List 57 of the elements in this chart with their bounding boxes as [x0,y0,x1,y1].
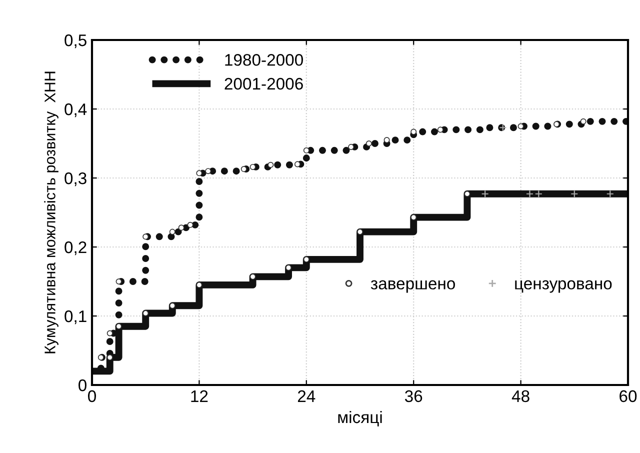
legend-label: завершено [370,280,455,293]
x-tick-label: 36 [404,390,422,402]
point [499,124,507,132]
point [268,162,274,168]
point [481,190,489,198]
point [437,126,444,133]
point [106,354,113,360]
x-tick-label: 0 [88,390,96,402]
x-tick-label: 12 [191,390,208,402]
y-axis-title: Кумулятивна можливість розвитку ХНН [44,72,58,354]
point [410,214,417,220]
legend-label: цензуровано [515,280,612,293]
x-tick-label: 24 [298,390,316,402]
point [106,330,113,336]
point [187,222,194,228]
point [348,144,354,150]
point [116,323,122,330]
point [464,190,470,197]
x-axis-title: місяці [338,410,382,426]
point [196,282,202,288]
point [580,118,586,124]
point [250,274,256,280]
point [384,137,390,144]
point [534,190,542,198]
point [116,278,122,285]
y-tick-label: 0,5 [64,34,86,48]
point [518,123,524,130]
y-tick-label: 0,4 [64,103,87,118]
legend-label: 1980-2000 [225,54,303,66]
point [169,228,176,235]
point [410,128,417,135]
y-tick-label: 0,1 [64,310,86,324]
point [142,310,149,316]
point [366,140,372,147]
point [606,190,614,198]
point [250,164,256,170]
point [98,354,104,360]
x-tick-label: 48 [512,390,530,402]
y-tick-label: 0,3 [64,172,86,186]
x-tick-label: 60 [620,390,637,402]
point [294,161,300,168]
y-tick-label: 0,2 [64,241,86,256]
point [303,256,310,262]
legend-label: 2001-2006 [224,78,303,90]
point [286,264,292,271]
point [554,121,560,128]
point [196,170,202,176]
point [303,147,310,154]
point [205,168,212,174]
point [526,190,534,198]
point [356,228,364,235]
point [570,190,578,198]
point [240,166,247,172]
point [178,224,184,231]
y-tick-label: 0 [78,379,86,392]
point [142,234,149,240]
point [169,302,176,309]
